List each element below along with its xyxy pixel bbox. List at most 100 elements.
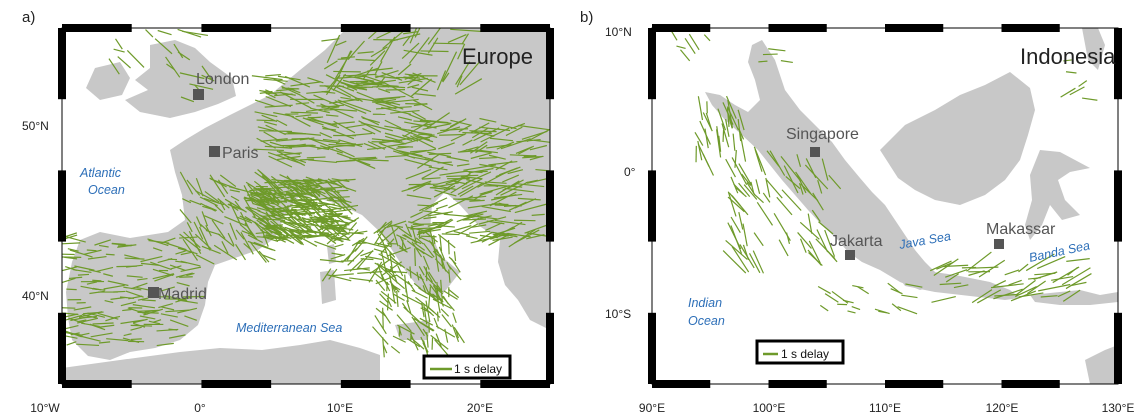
split-stick xyxy=(748,253,761,274)
split-stick xyxy=(495,166,521,178)
split-stick xyxy=(726,106,740,131)
split-stick xyxy=(254,111,278,118)
split-stick xyxy=(166,63,176,71)
split-stick xyxy=(517,197,541,201)
split-stick xyxy=(392,335,406,343)
split-stick xyxy=(897,306,918,315)
split-stick xyxy=(330,193,351,207)
split-stick xyxy=(523,155,539,158)
split-stick xyxy=(439,234,443,252)
split-stick xyxy=(219,174,237,188)
frame-tick-bar xyxy=(768,24,827,32)
split-stick xyxy=(319,131,332,139)
split-stick xyxy=(375,279,386,292)
split-stick xyxy=(122,337,140,344)
split-stick xyxy=(427,211,453,217)
split-stick xyxy=(89,290,105,295)
split-stick xyxy=(356,250,374,270)
split-stick xyxy=(403,49,433,56)
split-stick xyxy=(1082,97,1098,101)
split-stick xyxy=(1010,290,1037,302)
split-stick xyxy=(115,38,123,50)
split-stick xyxy=(395,225,413,238)
split-stick xyxy=(1018,263,1029,273)
split-stick xyxy=(164,294,188,302)
split-stick xyxy=(160,306,175,311)
split-stick xyxy=(252,202,277,211)
split-stick xyxy=(276,150,306,167)
split-stick xyxy=(263,131,281,142)
split-stick xyxy=(725,158,736,178)
split-stick xyxy=(276,155,301,161)
split-stick xyxy=(214,204,224,214)
split-stick xyxy=(320,215,349,218)
split-stick xyxy=(688,33,700,51)
split-stick xyxy=(384,132,413,142)
split-stick xyxy=(281,85,301,96)
split-stick xyxy=(509,154,537,157)
split-stick xyxy=(265,124,286,136)
split-stick xyxy=(150,261,172,271)
split-stick xyxy=(725,95,737,119)
split-stick xyxy=(381,261,403,276)
split-stick xyxy=(847,310,856,314)
split-stick xyxy=(335,142,357,145)
split-stick xyxy=(376,76,386,89)
split-stick xyxy=(381,139,405,144)
split-stick xyxy=(323,60,338,70)
split-stick xyxy=(62,232,77,239)
split-stick xyxy=(432,184,456,190)
split-stick xyxy=(213,244,238,261)
split-stick xyxy=(96,266,114,273)
split-stick xyxy=(356,91,376,101)
split-stick xyxy=(797,232,812,249)
split-stick xyxy=(459,182,484,197)
split-stick xyxy=(247,240,273,251)
split-stick xyxy=(201,245,221,255)
split-stick xyxy=(168,334,186,339)
split-stick xyxy=(330,197,347,212)
split-stick xyxy=(457,43,466,60)
split-stick xyxy=(439,133,466,136)
split-stick xyxy=(247,234,263,244)
split-stick xyxy=(827,250,838,263)
split-stick xyxy=(362,79,396,86)
split-stick xyxy=(390,283,396,304)
split-stick xyxy=(936,261,954,270)
split-stick xyxy=(177,247,198,255)
split-stick xyxy=(993,288,1023,300)
split-stick xyxy=(355,242,367,245)
split-stick xyxy=(417,228,441,234)
split-stick xyxy=(369,258,391,275)
split-stick xyxy=(389,255,402,267)
split-stick xyxy=(1065,71,1077,74)
split-stick xyxy=(1060,87,1076,98)
split-stick xyxy=(156,342,174,347)
split-stick xyxy=(739,133,747,162)
split-stick xyxy=(245,199,269,202)
split-stick xyxy=(1062,289,1081,302)
split-stick xyxy=(128,295,143,300)
split-stick xyxy=(469,199,485,202)
split-stick xyxy=(261,175,277,192)
split-stick xyxy=(227,184,240,191)
split-stick xyxy=(332,231,351,243)
split-stick xyxy=(272,225,294,233)
split-stick xyxy=(62,266,77,272)
split-stick xyxy=(283,222,313,237)
split-stick xyxy=(446,174,479,178)
split-stick xyxy=(725,119,730,137)
frame-tick-bar xyxy=(1114,312,1122,384)
split-stick xyxy=(349,232,364,235)
split-stick xyxy=(446,156,469,162)
split-stick xyxy=(494,219,526,226)
split-stick xyxy=(447,34,467,43)
split-stick xyxy=(175,272,193,278)
split-stick xyxy=(290,186,312,206)
split-stick xyxy=(268,155,293,168)
split-stick xyxy=(299,137,315,141)
split-stick xyxy=(275,137,310,142)
panel-b-label: b) xyxy=(580,9,593,26)
split-stick xyxy=(434,189,457,197)
split-stick xyxy=(461,33,470,45)
